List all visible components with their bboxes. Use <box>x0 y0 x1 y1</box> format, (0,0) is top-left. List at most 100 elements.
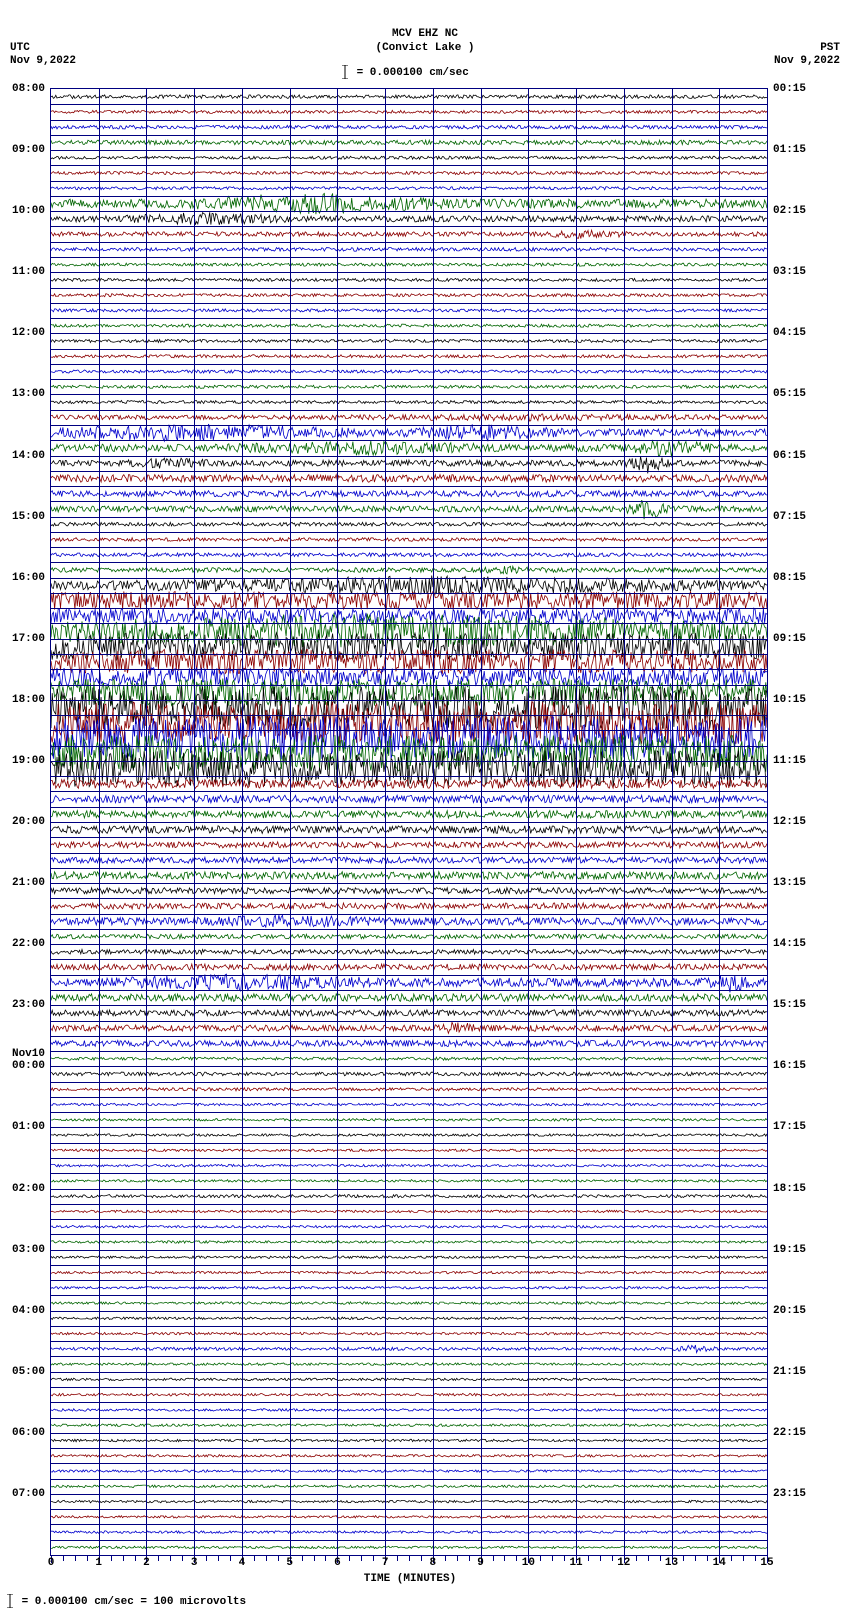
seismic-trace <box>51 1439 767 1441</box>
xtick-minor-mark <box>540 1555 541 1561</box>
scale-bar-text: = 0.000100 cm/sec <box>357 67 469 79</box>
grid-horizontal <box>51 853 767 854</box>
grid-horizontal <box>51 1418 767 1419</box>
seismic-trace <box>51 125 767 129</box>
grid-horizontal <box>51 364 767 365</box>
pst-time-label: 18:15 <box>773 1183 806 1195</box>
grid-horizontal <box>51 150 767 151</box>
utc-time-label: 03:00 <box>12 1244 45 1256</box>
seismic-trace <box>51 140 767 145</box>
pst-time-label: 05:15 <box>773 388 806 400</box>
grid-horizontal <box>51 394 767 395</box>
utc-time-label: 05:00 <box>12 1366 45 1378</box>
utc-time-label: 07:00 <box>12 1488 45 1500</box>
xtick-label: 3 <box>174 1557 214 1569</box>
seismic-trace <box>51 1210 767 1212</box>
pst-time-label: 14:15 <box>773 938 806 950</box>
grid-horizontal <box>51 425 767 426</box>
tz-right-label: PST <box>820 42 840 54</box>
grid-horizontal <box>51 318 767 319</box>
grid-horizontal <box>51 1158 767 1159</box>
xtick-minor-mark <box>457 1555 458 1561</box>
seismic-trace <box>51 1072 767 1076</box>
grid-horizontal <box>51 333 767 334</box>
grid-horizontal <box>51 272 767 273</box>
seismic-trace <box>51 339 767 342</box>
seismic-trace <box>51 212 767 225</box>
utc-time-label: 10:00 <box>12 205 45 217</box>
grid-horizontal <box>51 1341 767 1342</box>
xtick-minor-mark <box>695 1555 696 1561</box>
seismic-trace <box>51 1302 767 1304</box>
grid-horizontal <box>51 547 767 548</box>
xtick-label: 0 <box>31 1557 71 1569</box>
grid-horizontal <box>51 562 767 563</box>
seismic-trace <box>51 1455 767 1458</box>
seismic-trace <box>51 414 767 421</box>
utc-time-label: 14:00 <box>12 450 45 462</box>
grid-horizontal <box>51 822 767 823</box>
seismic-trace <box>51 1195 767 1198</box>
grid-horizontal <box>51 1326 767 1327</box>
grid-horizontal <box>51 1127 767 1128</box>
grid-horizontal <box>51 456 767 457</box>
grid-horizontal <box>51 1005 767 1006</box>
xtick-label: 13 <box>652 1557 692 1569</box>
grid-horizontal <box>51 165 767 166</box>
pst-time-label: 03:15 <box>773 266 806 278</box>
xtick-minor-mark <box>445 1555 446 1561</box>
station-title: MCV EHZ NC <box>0 28 850 40</box>
grid-horizontal <box>51 181 767 182</box>
grid-horizontal <box>51 226 767 227</box>
grid-horizontal <box>51 1097 767 1098</box>
utc-time-label: 02:00 <box>12 1183 45 1195</box>
seismic-trace <box>51 278 767 281</box>
grid-horizontal <box>51 1234 767 1235</box>
xtick-minor-mark <box>361 1555 362 1561</box>
xtick-minor-mark <box>266 1555 267 1561</box>
seismic-trace <box>51 915 767 927</box>
seismic-trace <box>51 1500 767 1503</box>
grid-horizontal <box>51 1463 767 1464</box>
grid-horizontal <box>51 791 767 792</box>
utc-time-label: 04:00 <box>12 1305 45 1317</box>
grid-horizontal <box>51 883 767 884</box>
utc-time-label: 17:00 <box>12 633 45 645</box>
utc-time-label: 06:00 <box>12 1427 45 1439</box>
xtick-label: 7 <box>365 1557 405 1569</box>
xtick-minor-mark <box>314 1555 315 1561</box>
grid-horizontal <box>51 654 767 655</box>
xtick-minor-mark <box>731 1555 732 1561</box>
grid-horizontal <box>51 700 767 701</box>
grid-horizontal <box>51 776 767 777</box>
grid-horizontal <box>51 1509 767 1510</box>
xtick-minor-mark <box>218 1555 219 1561</box>
pst-time-label: 22:15 <box>773 1427 806 1439</box>
xtick-minor-mark <box>349 1555 350 1561</box>
pst-time-label: 04:15 <box>773 327 806 339</box>
seismic-trace <box>51 566 767 574</box>
utc-time-label: 15:00 <box>12 511 45 523</box>
seismic-trace <box>51 934 767 939</box>
utc-time-label: 00:00 <box>12 1060 45 1072</box>
xtick-minor-mark <box>600 1555 601 1561</box>
grid-horizontal <box>51 1372 767 1373</box>
seismic-trace <box>51 355 767 358</box>
grid-horizontal <box>51 303 767 304</box>
footer-scale-note: = 0.000100 cm/sec = 100 microvolts <box>5 1594 246 1608</box>
day-change-label: Nov10 <box>12 1048 45 1060</box>
xtick-minor-mark <box>588 1555 589 1561</box>
grid-horizontal <box>51 288 767 289</box>
seismic-trace <box>51 1088 767 1091</box>
grid-horizontal <box>51 532 767 533</box>
xtick-minor-mark <box>170 1555 171 1561</box>
grid-horizontal <box>51 807 767 808</box>
seismic-trace <box>51 110 767 113</box>
pst-time-label: 01:15 <box>773 144 806 156</box>
pst-time-label: 07:15 <box>773 511 806 523</box>
grid-horizontal <box>51 578 767 579</box>
seismic-trace <box>51 1317 767 1319</box>
grid-horizontal <box>51 1311 767 1312</box>
grid-horizontal <box>51 379 767 380</box>
seismic-trace <box>51 172 767 175</box>
